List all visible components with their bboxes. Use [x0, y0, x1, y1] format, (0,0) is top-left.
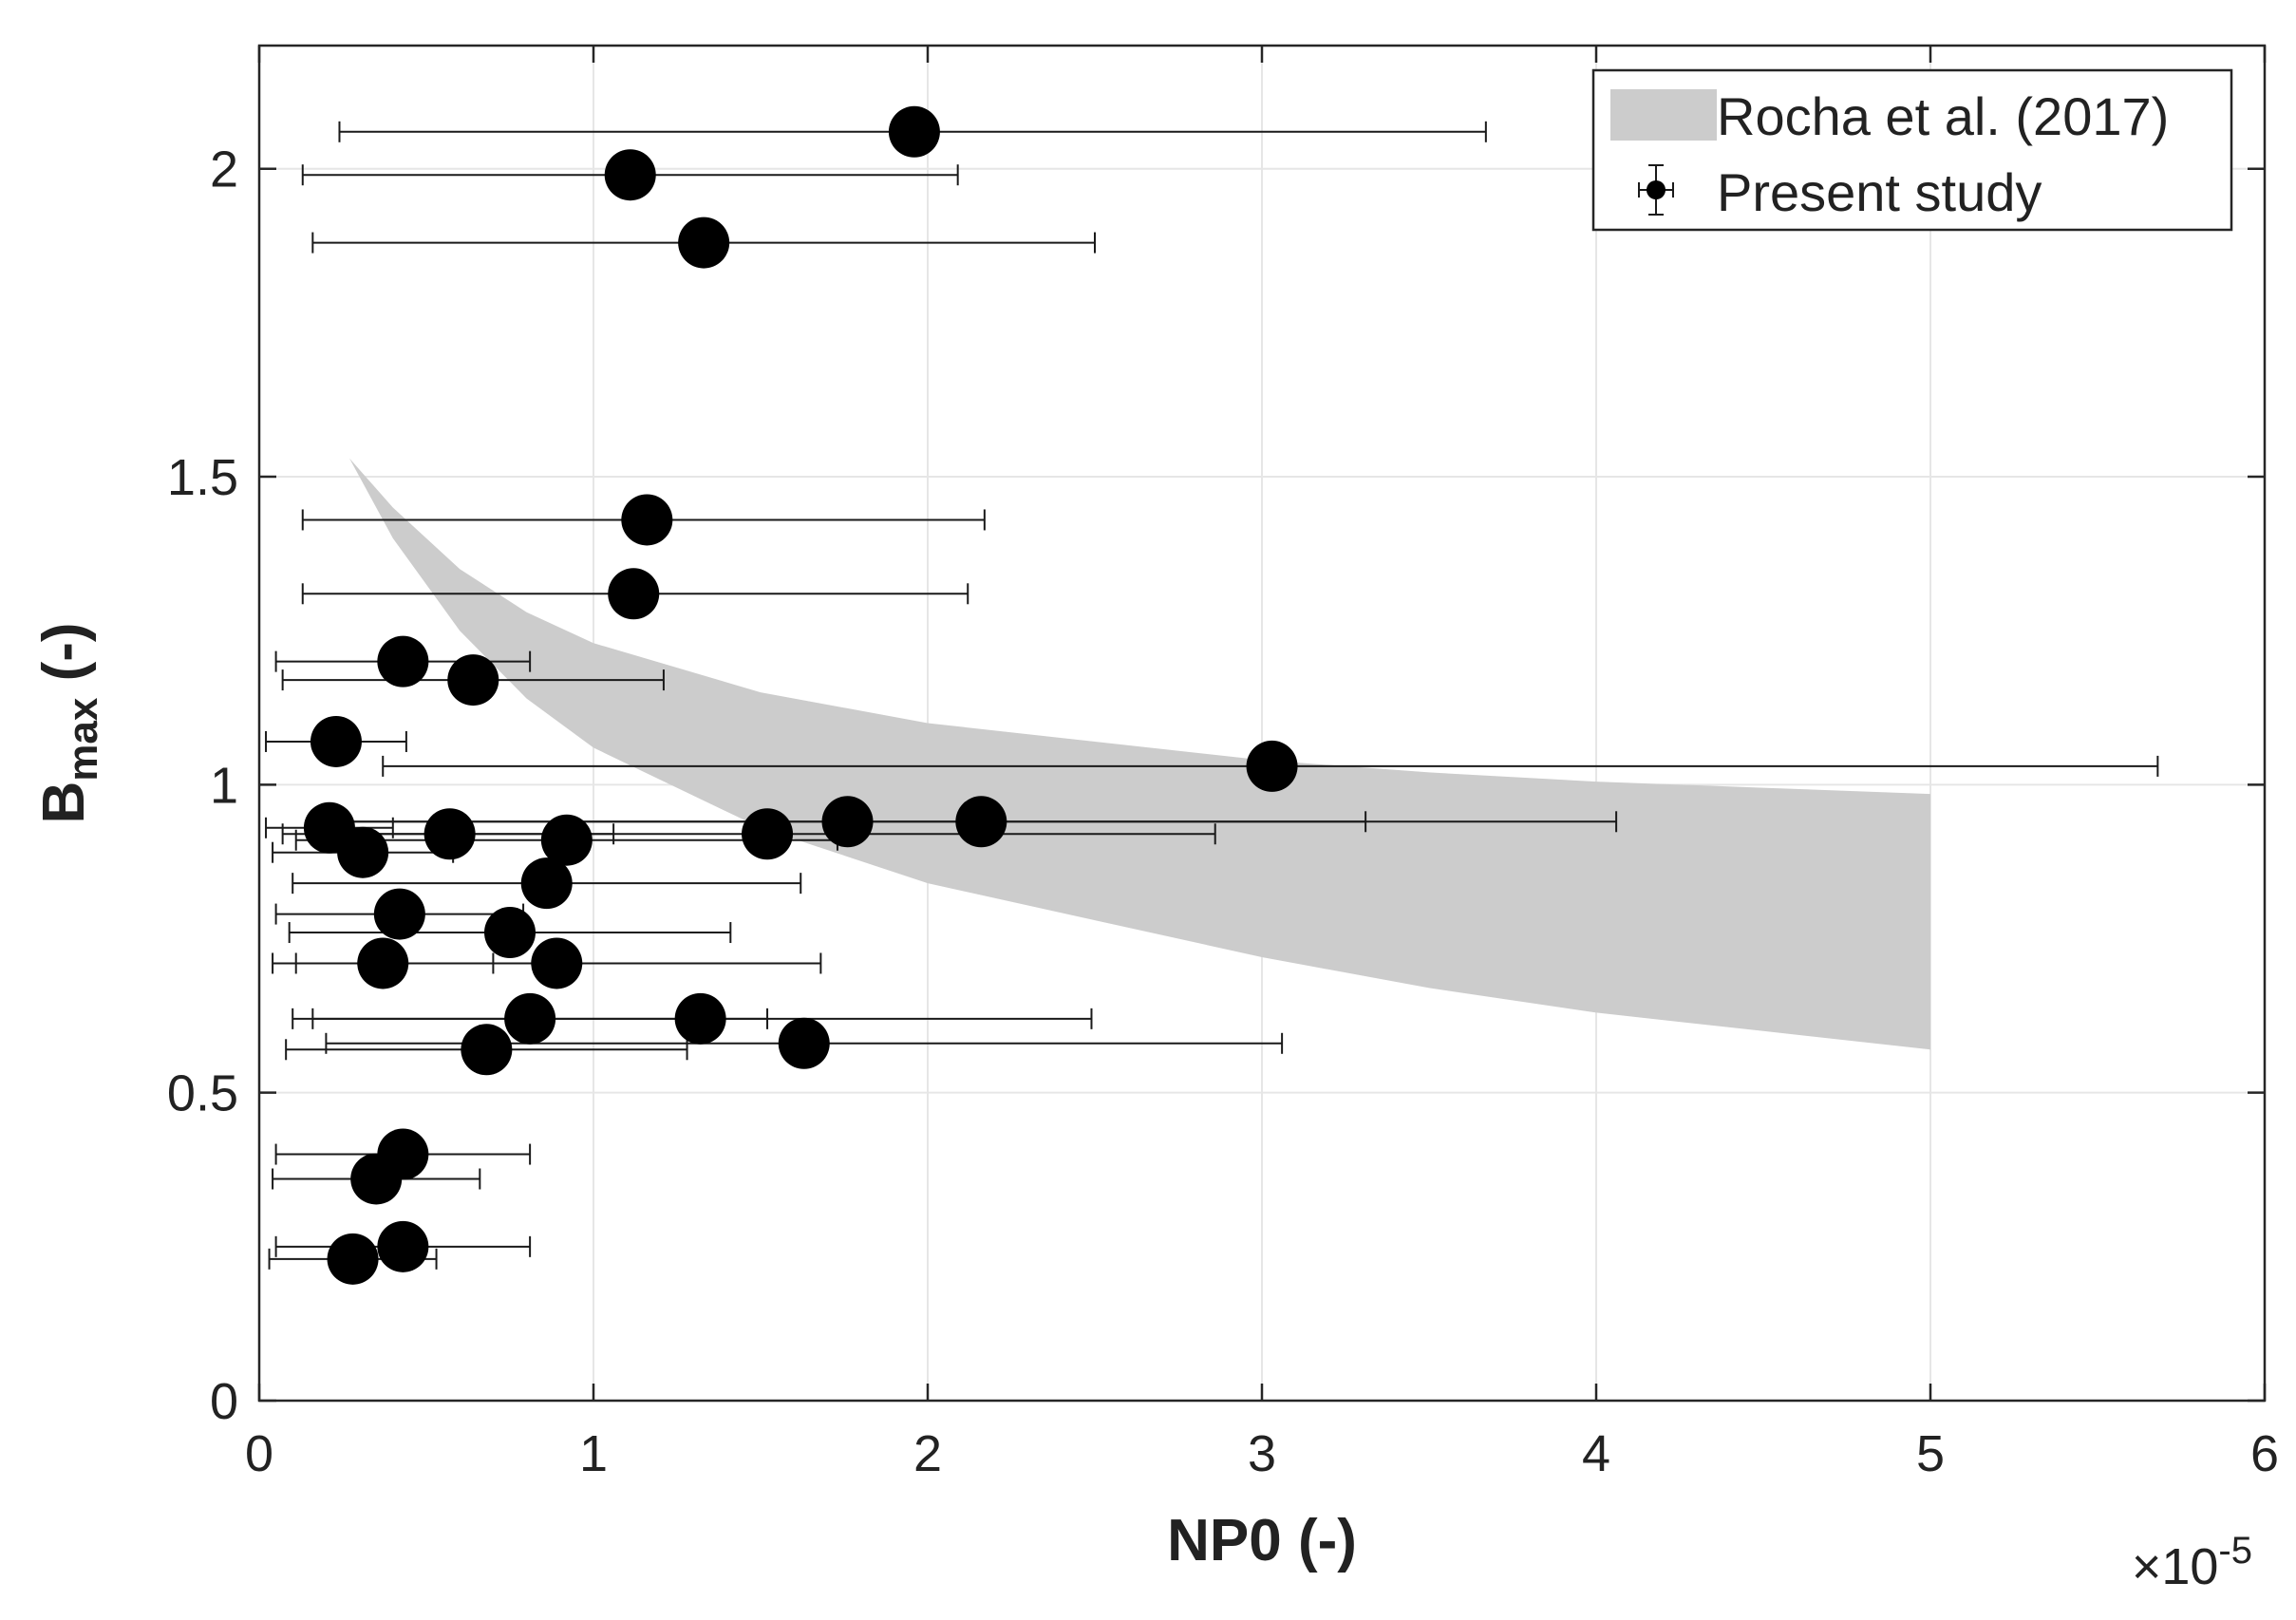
marker-6 [447, 654, 499, 706]
marker-1 [604, 149, 656, 201]
marker-28 [327, 1233, 379, 1285]
y-tick-label-0: 0 [210, 1373, 238, 1430]
x-axis-multiplier-exponent: -5 [2218, 1530, 2252, 1572]
marker-8 [1246, 740, 1298, 792]
legend-label-rocha: Rocha et al. (2017) [1717, 86, 2169, 146]
y-tick-label-2: 1 [210, 757, 238, 814]
marker-19 [357, 937, 409, 989]
marker-18 [484, 907, 536, 959]
x-tick-label-5: 5 [1916, 1425, 1945, 1482]
legend-point-swatch [1638, 164, 1674, 216]
marker-15 [540, 814, 593, 866]
x-tick-label-4: 4 [1582, 1425, 1610, 1482]
y-tick-label-4: 2 [210, 141, 238, 198]
marker-13 [955, 796, 1007, 848]
marker-21 [504, 992, 556, 1045]
marker-24 [778, 1017, 830, 1069]
x-axis-multiplier-base: ×10 [2132, 1538, 2219, 1595]
legend-band-swatch [1610, 89, 1717, 141]
marker-22 [674, 992, 726, 1045]
marker-27 [377, 1220, 429, 1272]
marker-12 [821, 796, 874, 848]
marker-26 [350, 1153, 403, 1205]
y-axis-title-tail: (-) [31, 622, 97, 697]
marker-4 [608, 568, 660, 620]
x-axis-multiplier: ×10-5 [2132, 1530, 2252, 1595]
y-tick-label-1: 0.5 [167, 1065, 238, 1122]
marker-11 [742, 808, 794, 860]
x-axis-title: NP0 (-) [1167, 1508, 1357, 1573]
band-layer [349, 458, 1930, 1050]
x-tick-label-2: 2 [913, 1425, 942, 1482]
marker-20 [531, 937, 583, 989]
legend-marker [1647, 180, 1666, 199]
marker-5 [377, 635, 429, 688]
x-tick-label-0: 0 [245, 1425, 273, 1482]
rocha-band [349, 458, 1930, 1050]
marker-23 [461, 1024, 513, 1076]
x-tick-label-6: 6 [2250, 1425, 2279, 1482]
x-tick-label-3: 3 [1248, 1425, 1276, 1482]
y-tick-label-3: 1.5 [167, 449, 238, 506]
legend: Rocha et al. (2017) Present study [1591, 68, 2233, 232]
axis-ticks: 0 1 2 3 4 5 6 0 0.5 1 1.5 2 [167, 46, 2279, 1482]
y-axis-title: Bmax (-) [31, 622, 106, 823]
marker-2 [678, 217, 730, 269]
marker-16 [520, 857, 573, 910]
marker-0 [888, 105, 940, 158]
y-axis-title-main: B [31, 782, 97, 824]
x-tick-label-1: 1 [579, 1425, 608, 1482]
data-points [265, 105, 2159, 1285]
marker-14 [337, 826, 389, 878]
marker-7 [310, 715, 362, 767]
marker-3 [621, 494, 673, 546]
legend-label-present-study: Present study [1717, 162, 2042, 222]
y-axis-title-subscript: max [60, 697, 106, 782]
marker-17 [373, 888, 425, 940]
marker-10 [423, 808, 476, 860]
